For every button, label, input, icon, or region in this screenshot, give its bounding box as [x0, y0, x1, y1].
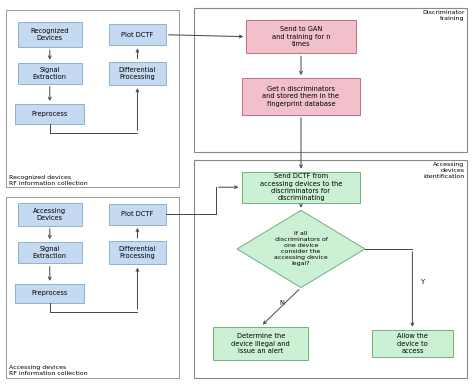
Text: Accessing devices
RF information collection: Accessing devices RF information collect… — [9, 366, 88, 376]
FancyBboxPatch shape — [109, 62, 166, 85]
Polygon shape — [237, 210, 365, 288]
Text: Differential
Processing: Differential Processing — [119, 67, 156, 80]
FancyBboxPatch shape — [213, 327, 308, 360]
Text: Signal
Extraction: Signal Extraction — [33, 67, 67, 80]
Text: N: N — [280, 300, 284, 306]
FancyBboxPatch shape — [372, 330, 453, 357]
Text: Accessing
Devices: Accessing Devices — [33, 208, 66, 221]
Text: Get n discriminators
and stored them in the
fingerprint database: Get n discriminators and stored them in … — [263, 86, 339, 107]
Text: Plot DCTF: Plot DCTF — [121, 211, 154, 217]
Text: Recognized
Devices: Recognized Devices — [30, 28, 69, 41]
Text: Discriminator
training: Discriminator training — [422, 10, 465, 20]
Text: Plot DCTF: Plot DCTF — [121, 32, 154, 38]
FancyBboxPatch shape — [109, 241, 166, 264]
FancyBboxPatch shape — [18, 22, 82, 47]
Text: Differential
Processing: Differential Processing — [119, 246, 156, 259]
FancyBboxPatch shape — [109, 24, 166, 46]
Text: If all
discriminators of
one device
consider the
accessing device
legal?: If all discriminators of one device cons… — [274, 232, 328, 266]
Text: Send to GAN
and training for n
times: Send to GAN and training for n times — [272, 26, 330, 47]
Text: Determine the
device illegal and
issue an alert: Determine the device illegal and issue a… — [231, 333, 290, 354]
FancyBboxPatch shape — [242, 172, 360, 203]
FancyBboxPatch shape — [109, 204, 166, 225]
FancyBboxPatch shape — [18, 203, 82, 226]
Text: Allow the
device to
access: Allow the device to access — [397, 333, 428, 354]
FancyBboxPatch shape — [18, 242, 82, 263]
FancyBboxPatch shape — [242, 78, 360, 115]
Text: Preprocess: Preprocess — [32, 290, 68, 296]
FancyBboxPatch shape — [16, 284, 84, 303]
FancyBboxPatch shape — [16, 104, 84, 124]
Text: Recognized devices
RF information collection: Recognized devices RF information collec… — [9, 175, 88, 186]
Text: Signal
Extraction: Signal Extraction — [33, 246, 67, 259]
Text: Send DCTF from
accessing devices to the
discriminators for
discriminating: Send DCTF from accessing devices to the … — [260, 173, 342, 201]
Text: Y: Y — [421, 279, 425, 285]
Text: Accessing
devices
identification: Accessing devices identification — [423, 162, 465, 179]
FancyBboxPatch shape — [246, 20, 356, 53]
Text: Preprocess: Preprocess — [32, 111, 68, 117]
FancyBboxPatch shape — [18, 63, 82, 84]
